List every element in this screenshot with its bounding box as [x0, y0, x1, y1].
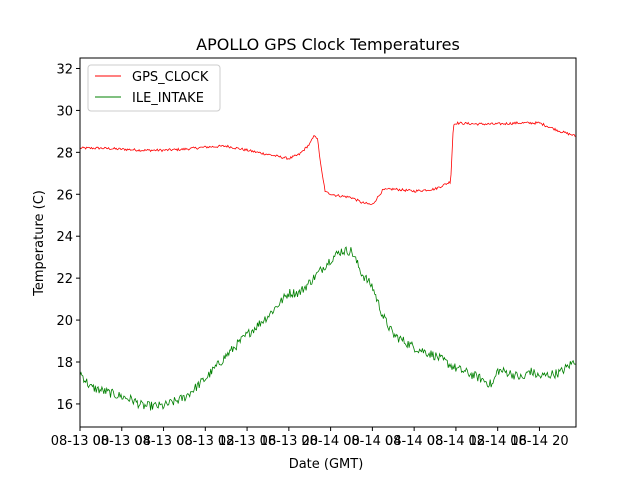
- x-axis-label: Date (GMT): [289, 457, 364, 472]
- legend: GPS_CLOCK ILE_INTAKE: [87, 64, 221, 112]
- y-tick-label: 16: [56, 398, 73, 413]
- x-tick-label: 08-14 08: [385, 434, 443, 449]
- x-tick-label: 08-14 00: [301, 434, 359, 449]
- x-tick-label: 08-14 12: [427, 434, 485, 449]
- y-tick-label: 24: [56, 230, 73, 245]
- y-axis-label: Temperature (C): [32, 190, 47, 297]
- legend-label-ile-intake: ILE_INTAKE: [132, 91, 204, 106]
- y-tick-label: 32: [56, 62, 73, 77]
- y-tick-label: 20: [56, 314, 73, 329]
- series-line-ile-intake: [80, 246, 576, 411]
- x-tick-label: 08-13 04: [93, 434, 151, 449]
- x-tick-label: 08-13 00: [51, 434, 109, 449]
- y-tick-label: 26: [56, 188, 73, 203]
- legend-label-gps-clock: GPS_CLOCK: [132, 70, 209, 85]
- x-tick-label: 08-14 16: [468, 434, 526, 449]
- y-tick-label: 18: [56, 356, 73, 371]
- x-tick-label: 08-14 04: [343, 434, 401, 449]
- x-tick-label: 08-13 12: [176, 434, 234, 449]
- y-axis-ticks: 16 18 20 22 24 26 28 30 32: [56, 62, 80, 413]
- chart-title: APOLLO GPS Clock Temperatures: [196, 35, 460, 54]
- x-tick-label: 08-13 08: [134, 434, 192, 449]
- y-tick-label: 22: [56, 272, 73, 287]
- x-tick-label: 08-13 16: [218, 434, 276, 449]
- y-tick-label: 30: [56, 104, 73, 119]
- plot-frame: [79, 57, 577, 428]
- series-layer: [80, 121, 576, 411]
- series-line-gps-clock: [80, 121, 576, 205]
- x-tick-label: 08-14 20: [510, 434, 568, 449]
- x-tick-label: 08-13 20: [260, 434, 318, 449]
- y-tick-label: 28: [56, 146, 73, 161]
